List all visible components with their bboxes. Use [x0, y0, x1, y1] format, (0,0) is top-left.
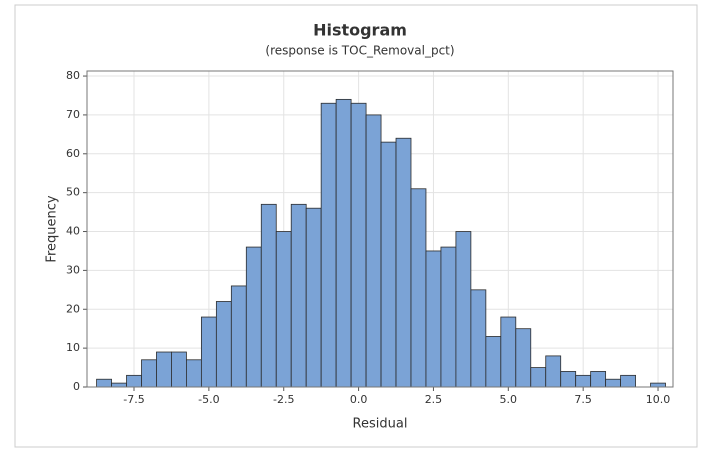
bar: [380, 141, 397, 388]
bar: [171, 351, 187, 388]
x-tick-label: 0.0: [350, 393, 368, 406]
bar: [650, 382, 666, 388]
bar: [530, 367, 547, 388]
chart-subtitle: (response is TOC_Removal_pct): [265, 44, 454, 58]
x-axis-label: Residual: [353, 417, 408, 432]
bar: [455, 231, 472, 388]
x-tick-label: -7.5: [123, 393, 144, 406]
x-tick-label: -5.0: [198, 393, 219, 406]
bar: [620, 374, 636, 388]
bar: [605, 378, 621, 388]
bar: [350, 102, 367, 388]
bar: [410, 188, 427, 388]
x-tick-label: 2.5: [425, 393, 443, 406]
bar: [96, 378, 112, 388]
bar: [515, 328, 532, 388]
bar: [290, 203, 307, 388]
bar: [575, 374, 592, 388]
x-tick-label: 5.0: [500, 393, 518, 406]
y-tick-label: 40: [66, 225, 80, 238]
bar: [141, 359, 157, 388]
x-tick-label: 7.5: [574, 393, 592, 406]
x-tick-label: -2.5: [273, 393, 294, 406]
bar: [590, 371, 607, 388]
x-tick-label: 10.0: [646, 393, 671, 406]
bar: [560, 371, 577, 388]
bar: [111, 382, 127, 388]
bar: [186, 359, 202, 388]
bar: [126, 374, 142, 388]
y-tick-label: 30: [66, 263, 80, 276]
bar: [305, 207, 322, 388]
bar: [485, 336, 502, 388]
bar: [425, 250, 442, 388]
y-tick-label: 50: [66, 186, 80, 199]
bar: [215, 301, 232, 388]
bar: [545, 355, 562, 388]
bar: [500, 316, 517, 388]
bar: [335, 98, 352, 388]
y-tick-label: 60: [66, 147, 80, 160]
bar: [156, 351, 172, 388]
plot-frame: [86, 70, 674, 388]
bar: [440, 246, 457, 388]
y-axis-label: Frequency: [45, 195, 60, 262]
bar: [260, 203, 277, 388]
chart-title: Histogram: [313, 21, 407, 40]
y-tick-label: 80: [66, 69, 80, 82]
bar: [230, 285, 247, 388]
bar: [395, 137, 412, 388]
bar: [365, 114, 382, 388]
y-tick-label: 0: [73, 380, 80, 393]
bar: [275, 231, 292, 388]
bar: [320, 102, 337, 388]
y-tick-label: 20: [66, 302, 80, 315]
bar: [470, 289, 487, 388]
bar: [245, 246, 262, 388]
y-tick-label: 10: [66, 341, 80, 354]
bar: [200, 316, 217, 388]
y-tick-label: 70: [66, 108, 80, 121]
